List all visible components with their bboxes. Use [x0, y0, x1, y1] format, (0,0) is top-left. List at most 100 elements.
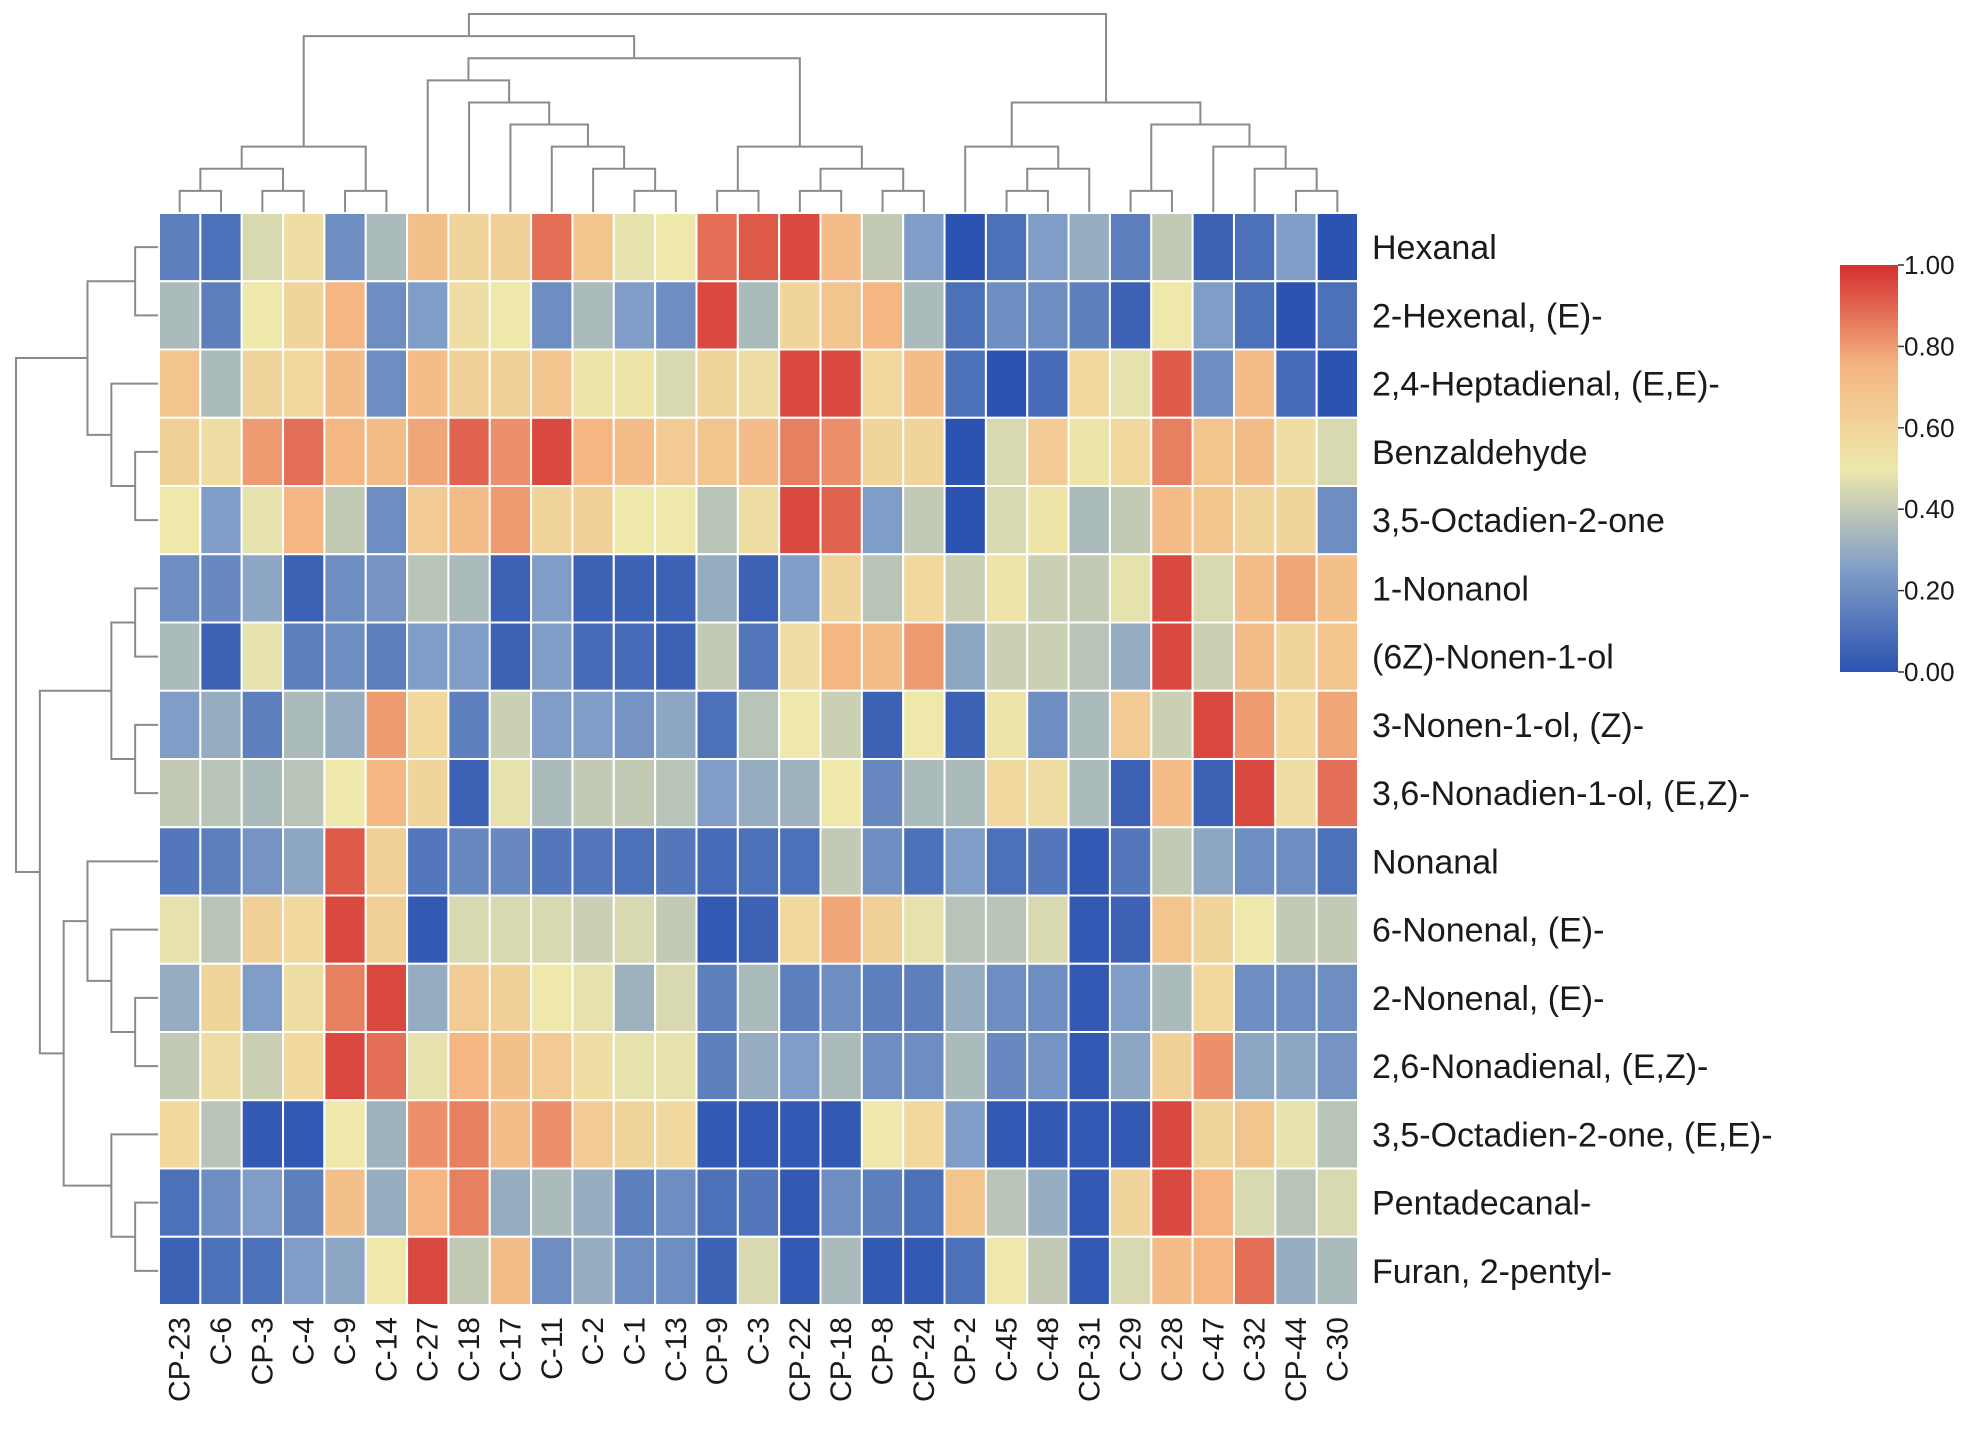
heatmap-cell [199, 689, 243, 760]
column-label-cp-3: CP-3 [246, 1317, 279, 1385]
heatmap-cell [1067, 1167, 1111, 1238]
column-label-c-29: C-29 [1115, 1317, 1148, 1382]
heatmap-cell [1274, 348, 1318, 419]
heatmap-cell [282, 1099, 326, 1170]
heatmap-cell [736, 758, 781, 829]
heatmap-cell [654, 1235, 698, 1306]
heatmap-cell [1026, 1099, 1070, 1170]
heatmap-cell [695, 280, 739, 351]
heatmap-cell [282, 689, 326, 760]
column-label-cp-23: CP-23 [164, 1317, 197, 1402]
heatmap-cell [158, 416, 202, 487]
column-dendrogram-link [178, 189, 223, 213]
heatmap-cell [819, 689, 863, 760]
heatmap-cell [1067, 1099, 1111, 1170]
heatmap-cell [158, 1167, 202, 1238]
heatmap-cell [984, 826, 1029, 897]
heatmap-cell [447, 1099, 491, 1170]
row-label-2-6-nonadienal-e-z: 2,6-Nonadienal, (E,Z)- [1372, 1048, 1708, 1086]
heatmap-cell [860, 1167, 905, 1238]
heatmap-cell [488, 758, 533, 829]
row-label-furan-2-pentyl: Furan, 2-pentyl- [1372, 1253, 1612, 1291]
heatmap-cell [447, 689, 491, 760]
heatmap-cell [1108, 758, 1153, 829]
heatmap-cell [323, 416, 367, 487]
heatmap-cell [1067, 962, 1111, 1033]
heatmap-cell [1232, 894, 1277, 965]
heatmap-cell [571, 826, 615, 897]
heatmap-cell [1026, 621, 1070, 692]
heatmap-cell [571, 1099, 615, 1170]
heatmap-cell [447, 485, 491, 556]
heatmap-cell [1315, 1167, 1359, 1238]
heatmap-cell [1108, 348, 1153, 419]
row-label-3-6-nonadien-1-ol-e-z: 3,6-Nonadien-1-ol, (E,Z)- [1372, 775, 1750, 813]
heatmap-cell [158, 1099, 202, 1170]
heatmap-cell [654, 689, 698, 760]
heatmap-cell [695, 621, 739, 692]
heatmap-cell [447, 894, 491, 965]
heatmap-cell [1191, 212, 1235, 283]
heatmap-cell [1108, 416, 1153, 487]
heatmap-cell [1150, 553, 1194, 624]
heatmap-cell [902, 280, 946, 351]
heatmap-cell [1150, 348, 1194, 419]
heatmap-cell [736, 689, 781, 760]
heatmap-cell [364, 416, 409, 487]
heatmap-cell [860, 894, 905, 965]
heatmap-cell [984, 212, 1029, 283]
heatmap-cell [984, 1167, 1029, 1238]
heatmap-cell [1191, 1235, 1235, 1306]
heatmap-cell [1274, 621, 1318, 692]
heatmap-cell [240, 348, 285, 419]
heatmap-cells [158, 212, 1359, 1306]
heatmap-cell [282, 348, 326, 419]
heatmap-cell [1026, 553, 1070, 624]
heatmap-cell [612, 212, 657, 283]
row-dendrogram-link [110, 621, 136, 760]
heatmap-cell [530, 1235, 574, 1306]
heatmap-cell [1067, 621, 1111, 692]
row-label-6-nonenal-e: 6-Nonenal, (E)- [1372, 912, 1604, 950]
heatmap-cell [571, 621, 615, 692]
heatmap-cell [406, 758, 450, 829]
heatmap-cell [323, 962, 367, 1033]
heatmap-cell [530, 485, 574, 556]
heatmap-cell [819, 758, 863, 829]
row-label-3-5-octadien-2-one-e-e: 3,5-Octadien-2-one, (E,E)- [1372, 1116, 1773, 1154]
heatmap-cell [406, 689, 450, 760]
heatmap-cell [1191, 621, 1235, 692]
heatmap-cell [447, 280, 491, 351]
heatmap-cell [199, 553, 243, 624]
heatmap-cell [902, 1031, 946, 1102]
heatmap-cell [240, 962, 285, 1033]
heatmap-cell [406, 894, 450, 965]
heatmap-cell [1067, 826, 1111, 897]
heatmap-cell [158, 621, 202, 692]
heatmap-cell [406, 1031, 450, 1102]
heatmap-cell [488, 1031, 533, 1102]
colorbar-tick-label: 0.00 [1904, 657, 1955, 687]
heatmap-cell [530, 1167, 574, 1238]
heatmap-cell [612, 689, 657, 760]
heatmap-cell [695, 1235, 739, 1306]
heatmap-cell [819, 826, 863, 897]
column-label-c-4: C-4 [288, 1317, 321, 1365]
heatmap-cell [695, 212, 739, 283]
heatmap-cell [240, 826, 285, 897]
heatmap-cell [406, 280, 450, 351]
heatmap-cell [1191, 826, 1235, 897]
heatmap-cell [488, 1099, 533, 1170]
column-dendrogram-link [468, 101, 551, 213]
heatmap-cell [612, 348, 657, 419]
heatmap-cell [860, 1235, 905, 1306]
heatmap-cell [1150, 1031, 1194, 1102]
heatmap-cell [571, 689, 615, 760]
heatmap-cell [860, 1031, 905, 1102]
heatmap-cell [1315, 212, 1359, 283]
heatmap-cell [984, 689, 1029, 760]
heatmap-cell [860, 826, 905, 897]
heatmap-cell [571, 1235, 615, 1306]
heatmap-cell [488, 416, 533, 487]
